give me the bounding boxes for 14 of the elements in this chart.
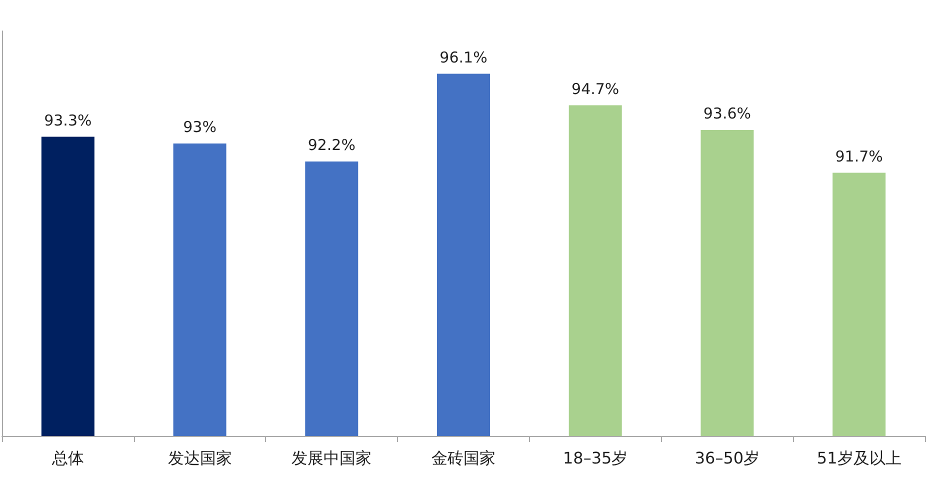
x-tick-label: 51岁及以上: [816, 448, 902, 468]
x-tick-label: 发达国家: [168, 448, 232, 468]
x-tick-label: 总体: [50, 448, 84, 468]
data-label: 96.1%: [440, 48, 488, 66]
data-label: 93.3%: [44, 111, 92, 130]
data-label: 93%: [183, 118, 216, 136]
data-label: 94.7%: [572, 80, 620, 98]
data-label: 92.2%: [308, 136, 356, 154]
x-tick-label: 18–35岁: [563, 448, 628, 468]
data-label: 91.7%: [835, 147, 883, 166]
x-tick-label: 36–50岁: [694, 448, 760, 468]
data-label: 93.6%: [703, 104, 752, 122]
x-tick-label: 发展中国家: [292, 448, 372, 468]
x-tick-label: 金砖国家: [432, 448, 496, 468]
